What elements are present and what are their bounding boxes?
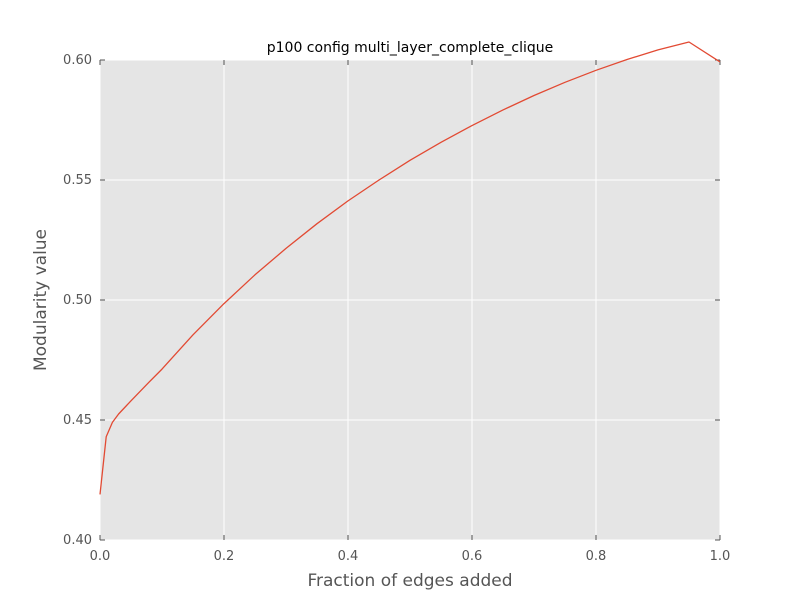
x-tick-label: 1.0 — [710, 549, 731, 564]
x-tick-label: 0.4 — [338, 549, 359, 564]
axis-ticks: 0.0 0.2 0.4 0.6 0.8 1.0 0.40 0.45 0.50 0.55 0.60 — [63, 53, 730, 564]
y-tick-label: 0.50 — [63, 293, 92, 308]
y-tick-label: 0.60 — [63, 53, 92, 68]
series-line — [99, 41, 721, 495]
x-tick-label: 0.8 — [586, 549, 607, 564]
grid-lines — [99, 59, 721, 541]
x-axis-label: Fraction of edges added — [307, 571, 512, 591]
y-tick-label: 0.40 — [63, 533, 92, 548]
x-tick-label: 0.0 — [90, 549, 111, 564]
x-tick-label: 0.6 — [462, 549, 483, 564]
x-tick-label: 0.2 — [214, 549, 235, 564]
y-tick-label: 0.55 — [63, 173, 92, 188]
y-axis-label: Modularity value — [31, 229, 51, 371]
chart-title: p100 config multi_layer_complete_clique — [267, 40, 554, 56]
y-tick-label: 0.45 — [63, 413, 92, 428]
series-group — [99, 41, 721, 495]
